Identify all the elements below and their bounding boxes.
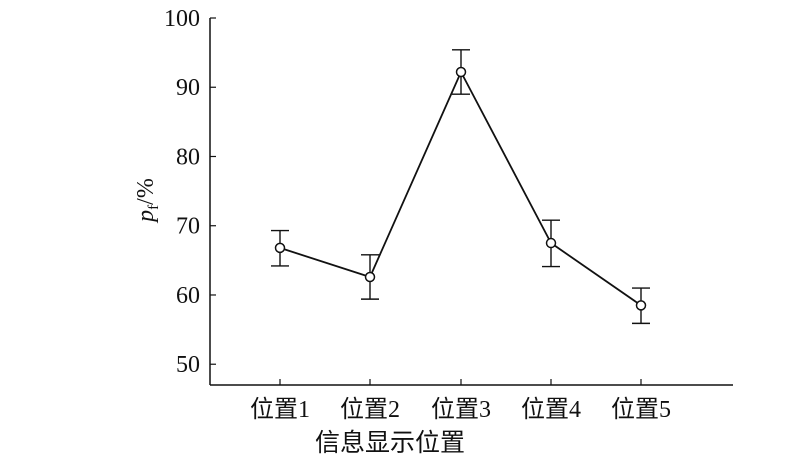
data-point xyxy=(635,300,647,311)
x-tick-label: 位置2 xyxy=(340,396,400,423)
y-tick-label: 80 xyxy=(176,144,200,170)
axes xyxy=(209,18,733,386)
x-tick-label: 位置5 xyxy=(611,396,671,423)
data-point xyxy=(545,237,557,249)
y-tick-label: 50 xyxy=(176,352,200,378)
y-tick-label: 70 xyxy=(176,214,200,240)
y-axis-title-subscript: f xyxy=(146,205,162,210)
x-axis-title: 信息显示位置 xyxy=(315,429,465,457)
x-tick-label: 位置3 xyxy=(431,396,491,423)
series xyxy=(271,49,650,325)
series-line xyxy=(279,69,642,307)
y-axis-title-suffix: /% xyxy=(133,178,159,205)
ticks: 50 60 70 80 90 100 位置1 位置2 位置3 位置4 位置5 xyxy=(164,6,671,423)
y-tick-label: 100 xyxy=(164,6,200,32)
y-axis-title-main: p xyxy=(133,210,159,224)
x-tick-label: 位置1 xyxy=(250,396,310,423)
y-tick-label: 90 xyxy=(176,75,200,101)
y-axis-title: pf/% xyxy=(133,178,162,224)
y-tick-label: 60 xyxy=(176,283,200,309)
data-point xyxy=(274,242,286,254)
data-point xyxy=(455,66,467,78)
data-point xyxy=(364,271,376,283)
x-tick-label: 位置4 xyxy=(521,396,581,423)
